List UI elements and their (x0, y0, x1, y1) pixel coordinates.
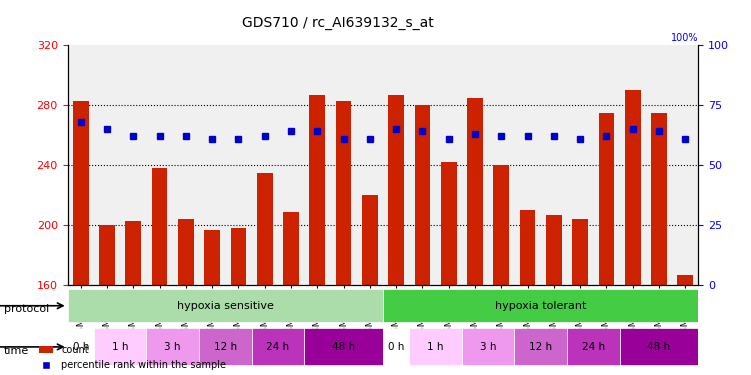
Bar (383, 328, 409, 366)
Bar (620, 328, 698, 366)
Text: 12 h: 12 h (214, 342, 237, 352)
Bar (462, 328, 514, 366)
Bar (441, 162, 457, 285)
Text: 24 h: 24 h (267, 342, 289, 352)
Text: GDS710 / rc_AI639132_s_at: GDS710 / rc_AI639132_s_at (242, 16, 434, 30)
Bar (546, 214, 562, 285)
Text: 0 h: 0 h (73, 342, 89, 352)
Bar (514, 328, 567, 366)
Text: hypoxia sensitive: hypoxia sensitive (177, 301, 273, 311)
Text: 0 h: 0 h (388, 342, 404, 352)
Bar (304, 328, 383, 366)
Text: 1 h: 1 h (112, 342, 128, 352)
Text: time: time (4, 346, 29, 355)
Bar (567, 328, 620, 366)
Bar (257, 172, 273, 285)
Text: 24 h: 24 h (582, 342, 605, 352)
Bar (68, 328, 94, 366)
Text: 48 h: 48 h (647, 342, 671, 352)
Bar (625, 90, 641, 285)
Bar (362, 195, 378, 285)
Bar (178, 219, 194, 285)
Bar (125, 220, 141, 285)
Bar (231, 228, 246, 285)
Bar (388, 94, 404, 285)
Bar (99, 225, 115, 285)
Bar (493, 165, 509, 285)
Bar (409, 328, 462, 366)
Bar (204, 230, 220, 285)
Bar (383, 289, 698, 322)
Bar (677, 274, 693, 285)
Bar (94, 328, 146, 366)
Text: 100%: 100% (671, 33, 698, 43)
Text: hypoxia tolerant: hypoxia tolerant (495, 301, 587, 311)
Bar (520, 210, 535, 285)
Bar (651, 112, 667, 285)
Text: 1 h: 1 h (427, 342, 444, 352)
Text: 3 h: 3 h (480, 342, 496, 352)
Bar (572, 219, 588, 285)
Text: 12 h: 12 h (529, 342, 552, 352)
Legend: count, percentile rank within the sample: count, percentile rank within the sample (35, 341, 230, 374)
Bar (152, 168, 167, 285)
Bar (599, 112, 614, 285)
Text: 48 h: 48 h (332, 342, 355, 352)
Bar (199, 328, 252, 366)
Bar (146, 328, 199, 366)
Bar (68, 289, 383, 322)
Bar (252, 328, 304, 366)
Bar (73, 100, 89, 285)
Text: protocol: protocol (4, 304, 49, 314)
Bar (283, 211, 299, 285)
Bar (415, 105, 430, 285)
Bar (467, 98, 483, 285)
Text: 3 h: 3 h (164, 342, 181, 352)
Bar (336, 100, 351, 285)
Bar (309, 94, 325, 285)
